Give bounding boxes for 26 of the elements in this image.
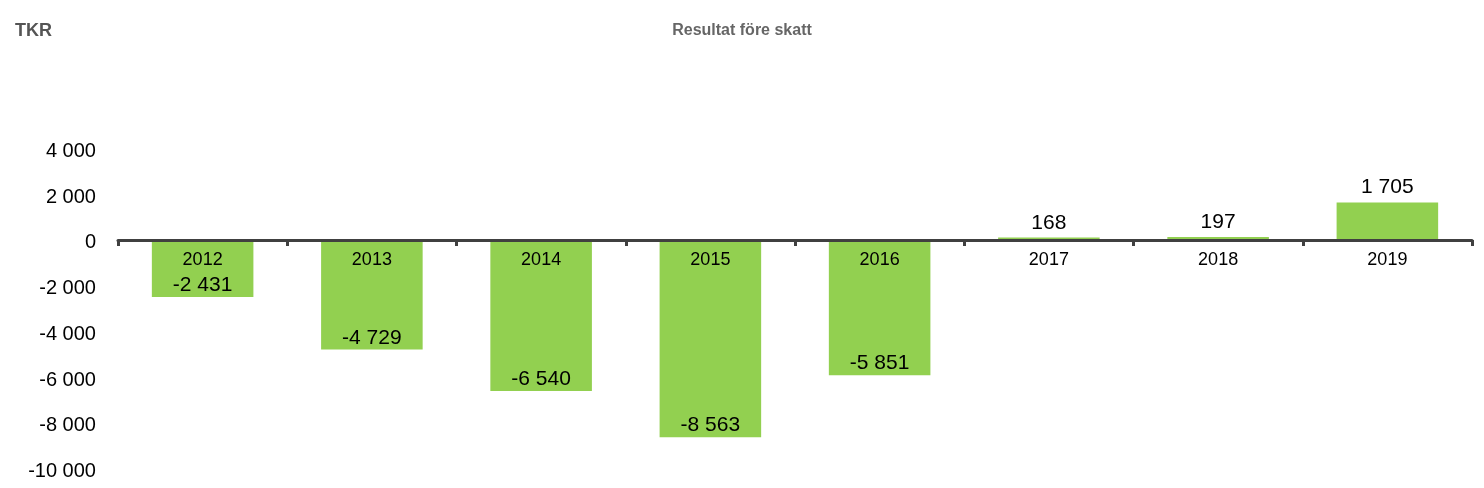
- y-tick-label: 4 000: [45, 139, 96, 161]
- y-tick-label: -4 000: [39, 321, 96, 344]
- data-label: 197: [1200, 208, 1236, 232]
- y-tick-label: -6 000: [39, 367, 96, 390]
- x-tick-label: 2013: [351, 249, 392, 269]
- x-tick-label: 2015: [690, 249, 731, 269]
- x-tick-label: 2014: [521, 249, 562, 269]
- x-tick-label: 2016: [859, 249, 900, 269]
- data-label: -2 431: [172, 271, 233, 295]
- x-tick-label: 2012: [182, 249, 223, 269]
- data-label: -8 563: [680, 412, 741, 436]
- x-tick-label: 2019: [1367, 249, 1408, 269]
- y-tick-label: -2 000: [39, 276, 96, 299]
- data-label: 1 705: [1361, 174, 1414, 198]
- y-tick-label: -8 000: [39, 413, 96, 436]
- y-tick-label: -10 000: [28, 459, 96, 481]
- x-tick-label: 2018: [1198, 249, 1239, 269]
- data-label: -6 540: [511, 365, 571, 389]
- data-label: -4 729: [342, 324, 402, 348]
- data-label: -5 851: [849, 350, 910, 374]
- y-tick-label: 2 000: [45, 184, 96, 207]
- x-tick-label: 2017: [1028, 249, 1069, 269]
- text: TKR: [15, 20, 52, 40]
- data-label: 168: [1031, 209, 1067, 233]
- y-tick-label: 0: [84, 230, 96, 253]
- chart-title: Resultat före skatt: [672, 20, 813, 38]
